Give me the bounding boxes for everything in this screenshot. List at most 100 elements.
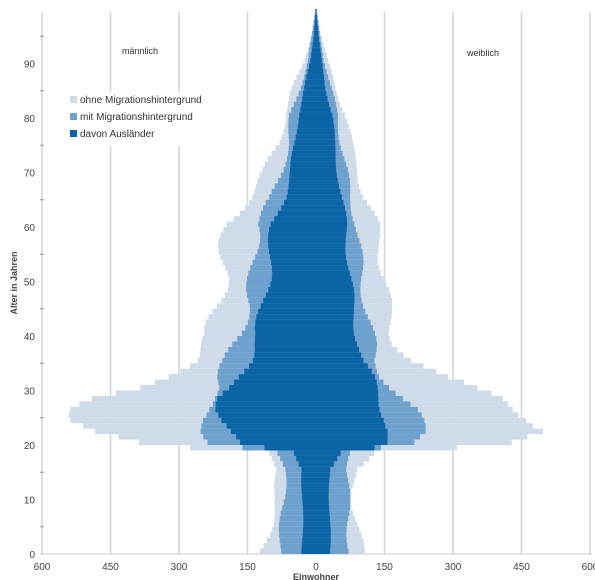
bar-male: [304, 85, 316, 91]
annotation-right: weiblich: [466, 48, 499, 58]
bar-female: [316, 96, 328, 102]
bar-female: [316, 417, 384, 424]
bar-female: [316, 134, 336, 140]
bar-male: [298, 461, 316, 467]
bar-female: [316, 79, 325, 86]
bar-female: [316, 276, 352, 282]
bar-female: [316, 177, 338, 184]
bar-female: [316, 434, 388, 440]
bar-female: [316, 466, 347, 473]
bar-female: [316, 499, 351, 505]
bar-male: [255, 319, 316, 326]
bar-male: [252, 357, 316, 364]
bar-female: [316, 183, 339, 189]
bar-male: [226, 423, 316, 429]
bar-male: [289, 177, 316, 184]
bar-female: [316, 227, 347, 233]
bar-male: [303, 515, 316, 522]
bar-female: [316, 466, 331, 473]
bar-male: [236, 434, 316, 440]
bar-female: [316, 395, 379, 402]
bar-male: [283, 499, 316, 505]
bar-male: [277, 210, 316, 217]
bar-female: [316, 101, 330, 108]
bar-female: [316, 483, 350, 489]
x-axis-title: Einwohner: [293, 572, 339, 580]
bar-female: [316, 150, 336, 157]
bar-male: [230, 428, 316, 435]
bar-male: [222, 390, 316, 396]
bar-male: [290, 167, 316, 173]
bar-female: [316, 281, 353, 287]
x-tick-label: 300: [171, 562, 188, 573]
bar-male: [248, 363, 316, 369]
x-tick-label: 450: [102, 562, 119, 573]
bar-female: [316, 428, 388, 435]
bar-male: [244, 368, 316, 375]
bar-male: [265, 292, 316, 298]
bar-female: [316, 363, 368, 369]
bar-female: [316, 210, 347, 217]
bar-male: [271, 259, 316, 266]
bar-female: [316, 477, 330, 484]
bar-female: [316, 537, 347, 544]
bar-female: [316, 188, 341, 195]
bar-female: [316, 532, 331, 538]
bar-male: [264, 445, 316, 451]
y-tick-label: 80: [24, 114, 36, 125]
legend-swatch: [70, 113, 77, 120]
bar-male: [217, 395, 316, 402]
bar-female: [316, 521, 348, 527]
series-2: [215, 9, 388, 554]
bar-male: [286, 483, 316, 489]
bar-female: [316, 232, 347, 238]
legend-label: davon Ausländer: [80, 129, 155, 140]
bar-male: [313, 36, 316, 42]
bar-male: [284, 199, 316, 206]
bar-male: [301, 488, 316, 495]
bar-female: [316, 270, 350, 277]
bar-male: [287, 188, 316, 195]
bar-male: [303, 510, 316, 516]
x-tick-label: 0: [313, 562, 319, 573]
bar-female: [316, 216, 347, 222]
bar-female: [316, 259, 347, 266]
bar-male: [314, 25, 316, 31]
bar-female: [316, 167, 337, 173]
bar-male: [315, 14, 316, 20]
bar-male: [290, 156, 316, 162]
bar-male: [302, 537, 316, 544]
y-tick-label: 90: [24, 60, 36, 71]
bar-male: [69, 412, 316, 418]
bar-male: [298, 118, 316, 124]
bar-male: [288, 183, 316, 189]
x-tick-label: 450: [513, 562, 530, 573]
bar-male: [314, 19, 316, 26]
bar-male: [300, 107, 316, 113]
bar-male: [278, 526, 316, 533]
bar-female: [316, 156, 336, 162]
bar-female: [316, 472, 348, 478]
y-axis-title: Alter in Jahren: [9, 251, 19, 314]
bar-male: [302, 96, 316, 102]
bar-female: [316, 390, 492, 396]
bar-female: [316, 548, 349, 554]
bar-female: [316, 112, 333, 118]
bar-female: [316, 36, 320, 42]
bar-male: [303, 521, 316, 527]
bar-female: [316, 406, 380, 413]
bar-male: [272, 270, 316, 277]
bar-male: [281, 548, 316, 554]
bar-male: [290, 161, 316, 168]
bar-female: [316, 199, 344, 206]
bar-female: [316, 161, 336, 168]
bar-male: [301, 101, 316, 108]
x-tick-label: 150: [376, 562, 393, 573]
bar-male: [82, 423, 317, 429]
bar-female: [316, 14, 317, 20]
bar-male: [296, 128, 316, 135]
bar-male: [297, 123, 316, 129]
bar-female: [316, 243, 346, 249]
bar-male: [301, 472, 316, 478]
bar-male: [263, 297, 316, 304]
